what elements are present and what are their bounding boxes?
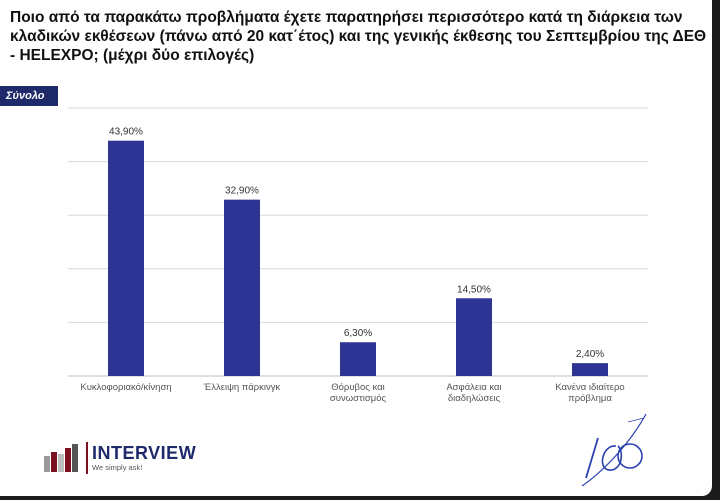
value-label: 6,30% [344,328,372,339]
category-label: Θόρυβος και συνωστισμός [330,382,387,404]
bar [572,363,608,376]
logo-slogan: We simply ask! [92,462,143,472]
category-label: Κυκλοφοριακό/κίνηση [80,382,171,393]
logo-divider [86,442,88,474]
value-label: 43,90% [109,127,143,138]
category-labels: Κυκλοφοριακό/κίνηση Έλλειψη πάρκινγκ Θόρυβ… [80,382,624,404]
value-label: 14,50% [457,284,491,295]
bar [456,298,492,376]
bar [340,342,376,376]
logo-name: INTERVIEW [92,442,197,463]
category-label: Ασφάλεια και διαδηλώσεις [446,382,501,404]
total-tag: Σύνολο [0,86,58,106]
bar [224,199,260,376]
gridlines [68,107,648,377]
signature-mark [581,413,647,487]
value-label: 2,40% [576,349,604,360]
category-label: Κανένα ιδιαίτερο πρόβλημα [555,382,624,404]
logo-text: INTERVIEW We simply ask! [92,444,196,473]
bar [108,140,144,376]
value-label: 32,90% [225,186,259,197]
bar-logo-icon [44,444,78,472]
bar-chart: 43,90% 32,90% 6,30% 14,50% 2,40% Κυκλοφοριακ… [68,107,648,404]
value-labels: 43,90% 32,90% 6,30% 14,50% 2,40% [109,127,604,360]
chart-title: Ποιο από τα παρακάτω προβλήματα έχετε πα… [10,9,707,64]
bars [108,140,608,376]
category-label: Έλλειψη πάρκινγκ [203,382,281,393]
interview-logo: INTERVIEW We simply ask! [42,440,196,476]
